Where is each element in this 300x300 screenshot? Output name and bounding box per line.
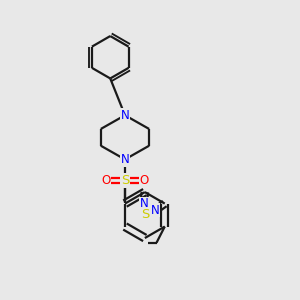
Text: N: N [140,197,148,210]
Text: N: N [151,204,160,217]
Text: O: O [140,174,149,187]
Text: N: N [121,109,129,122]
Text: S: S [141,208,149,221]
Text: O: O [101,174,110,187]
Text: S: S [121,174,129,187]
Text: N: N [121,153,129,166]
